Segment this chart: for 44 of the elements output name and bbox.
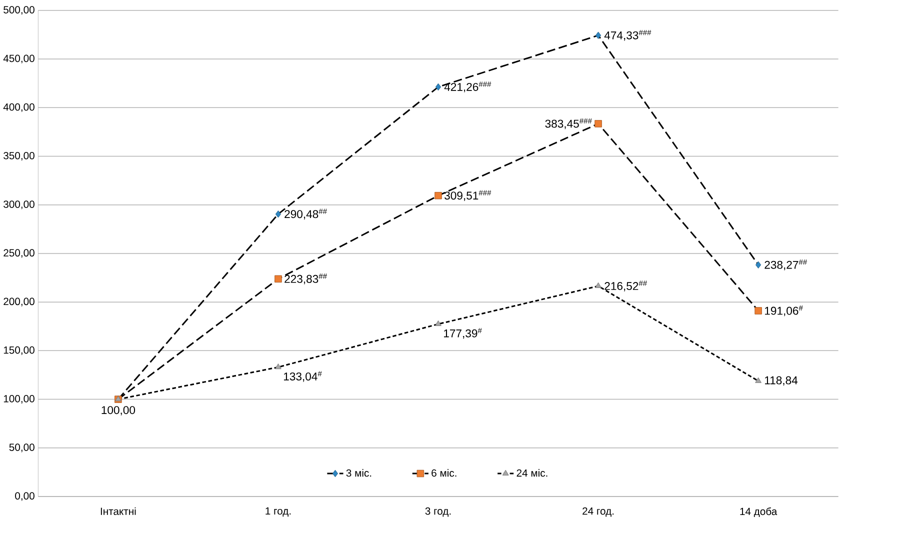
y-tick-label: 250,00	[4, 249, 34, 258]
y-tick-label: 100,00	[4, 395, 34, 404]
data-label: 118,84	[765, 376, 798, 386]
data-label: 309,51$^{###}$	[444, 190, 492, 202]
y-tick-label: 350,00	[4, 152, 34, 161]
data-label: 216,52$^{##}$	[604, 280, 648, 292]
data-label: 100,00	[102, 406, 136, 416]
x-tick-label: 14 доба	[740, 508, 778, 518]
point	[435, 320, 442, 326]
point	[756, 261, 762, 269]
point	[754, 307, 762, 315]
y-tick-label: 150,00	[4, 346, 34, 356]
point	[594, 120, 602, 128]
x-tick-label: 24 год.	[582, 508, 614, 517]
x-tick-label: Інтактні	[100, 508, 136, 516]
point	[275, 364, 282, 370]
x-tick-label: 1 год.	[266, 508, 291, 517]
legend-label: 6 міс.	[432, 469, 456, 477]
y-tick-label: 0,00	[15, 492, 34, 501]
y-tick-label: 300,00	[4, 200, 34, 210]
point	[434, 192, 442, 200]
point	[595, 282, 602, 288]
point	[274, 275, 282, 283]
x-tick-label: 3 год.	[425, 508, 451, 517]
data-label: 421,26$^{###}$	[444, 82, 492, 92]
y-tick-label: 400,00	[3, 103, 34, 112]
legend-label: 3 міс.	[346, 469, 372, 477]
data-label: 177,39$^{#}$	[444, 328, 482, 339]
y-tick-label: 200,00	[4, 298, 34, 306]
data-label: 290,48$^{##}$	[284, 208, 327, 220]
y-tick-label: 500,00	[4, 6, 34, 15]
data-label: 383,45$^{###}$	[545, 118, 592, 130]
data-label: 191,06$^{#}$	[765, 306, 803, 316]
y-tick-label: 450,00	[3, 54, 34, 64]
point	[435, 83, 442, 91]
data-label: 238,27$^{##}$	[764, 260, 808, 270]
data-label: 474,33$^{###}$	[604, 30, 652, 41]
data-label: 223,83$^{##}$	[284, 274, 327, 284]
y-tick-label: 50,00	[9, 444, 34, 452]
point	[275, 210, 281, 218]
point	[755, 377, 762, 384]
data-label: 133,04$^{#}$	[284, 371, 322, 382]
point	[595, 32, 602, 40]
legend-label: 24 міс.	[516, 469, 548, 477]
